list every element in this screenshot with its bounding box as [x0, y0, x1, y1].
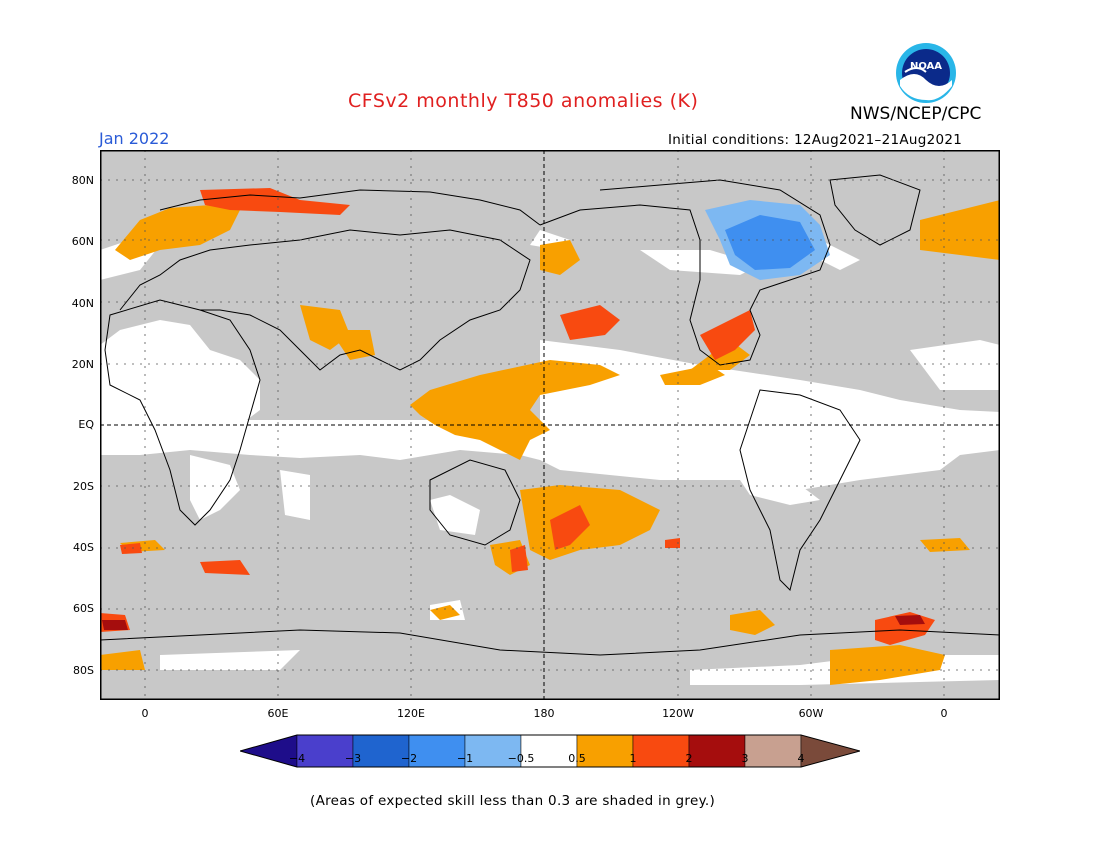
noaa-logo-icon: NOAA [896, 43, 956, 103]
map-title: CFSv2 monthly T850 anomalies (K) [348, 90, 699, 112]
colorbar-tick-label: 4 [797, 752, 805, 765]
lon-label: 0 [141, 707, 149, 720]
colorbar-segment [520, 734, 578, 768]
lat-label: 80S [73, 664, 94, 677]
anomaly-blue [705, 200, 830, 280]
lat-label: 20N [71, 358, 94, 371]
colorbar-segment [296, 734, 354, 768]
colorbar-segment [408, 734, 466, 768]
lon-label: 120E [397, 707, 425, 720]
lon-label: 180 [533, 707, 555, 720]
skill-footnote: (Areas of expected skill less than 0.3 a… [310, 793, 716, 809]
map-frame [100, 150, 1000, 700]
lon-label: 60E [267, 707, 289, 720]
colorbar-segment [464, 734, 522, 768]
colorbar-segment [576, 734, 634, 768]
lat-label: 80N [71, 174, 94, 187]
coastlines [100, 174, 1000, 656]
colorbar-tick-label: −1 [456, 752, 474, 765]
colorbar-tick-label: 0.5 [568, 752, 586, 765]
lon-label: 60W [798, 707, 824, 720]
lat-label: 60N [71, 235, 94, 248]
forecast-month: Jan 2022 [99, 129, 170, 148]
lat-label: 60S [73, 602, 94, 615]
colorbar-tick-label: −0.5 [507, 752, 535, 765]
anomaly-dark-red [102, 615, 925, 630]
colorbar-tick-label: 2 [685, 752, 693, 765]
colorbar-tick-label: −4 [288, 752, 306, 765]
lon-label: 120W [662, 707, 694, 720]
colorbar [240, 734, 860, 768]
colorbar-segment [632, 734, 690, 768]
graticule [100, 150, 1000, 700]
lat-label: EQ [78, 418, 94, 431]
colorbar-segment-gt-p4 [800, 734, 860, 768]
colorbar-tick-label: −2 [400, 752, 418, 765]
initial-conditions: Initial conditions: 12Aug2021–21Aug2021 [668, 132, 963, 148]
agency-label: NWS/NCEP/CPC [850, 104, 982, 124]
lon-label: 0 [940, 707, 948, 720]
colorbar-segment [688, 734, 746, 768]
lat-label: 40N [71, 297, 94, 310]
lat-label: 20S [73, 480, 94, 493]
lat-label: 40S [73, 541, 94, 554]
colorbar-tick-label: 1 [629, 752, 637, 765]
colorbar-segment [744, 734, 802, 768]
colorbar-tick-label: 3 [741, 752, 749, 765]
logo-text: NOAA [910, 61, 942, 72]
anomaly-map [100, 150, 1000, 700]
colorbar-tick-label: −3 [344, 752, 362, 765]
